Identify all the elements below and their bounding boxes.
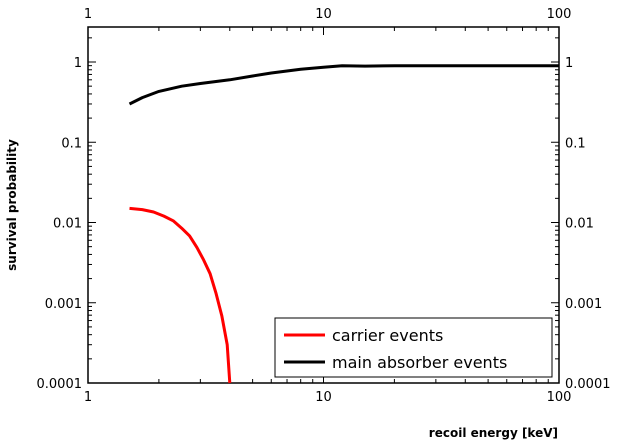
y-tick-label-left: 0.0001 [37,377,83,392]
series-lines [128,64,559,384]
x-tick-label-bottom: 10 [315,390,332,405]
axis-tick-labels: 1 1 10 10 100 100 1 1 0.1 0.1 0.01 0.01 0.001 0.001 0.… [37,7,611,405]
x-tick-label-bottom: 1 [84,390,92,405]
y-tick-label-right: 0.01 [565,217,594,232]
legend-label-main-absorber-events: main absorber events [332,353,507,372]
y-tick-label-left: 0.01 [53,217,82,232]
y-tick-label-right: 0.0001 [565,377,611,392]
x-tick-label-top: 1 [84,7,92,22]
y-tick-label-left: 0.1 [61,136,82,151]
x-tick-label-top: 10 [315,7,332,22]
y-tick-label-left: 1 [74,56,82,71]
axis-ticks [87,27,559,384]
series-line-carrier-events [129,206,232,384]
y-tick-label-right: 1 [565,56,573,71]
legend: carrier events main absorber events [274,317,553,378]
x-tick-label-top: 100 [547,7,572,22]
legend-box [274,317,553,378]
y-tick-label-right: 0.1 [565,136,586,151]
y-tick-label-left: 0.001 [45,297,82,312]
x-tick-label-bottom: 100 [547,390,572,405]
legend-label-carrier-events: carrier events [332,326,443,345]
y-axis-label: survival probability [5,139,19,271]
series-line-main-absorber-events [128,64,559,106]
y-tick-label-right: 0.001 [565,297,602,312]
x-axis-label: recoil energy [keV] [429,426,558,440]
